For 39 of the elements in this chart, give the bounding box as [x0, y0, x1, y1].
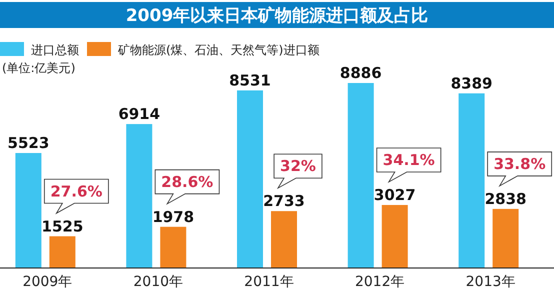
annotation: 32%	[280, 157, 316, 176]
data-label: 8531	[229, 71, 271, 90]
data-label: 1525	[42, 217, 84, 236]
callout: 32%	[274, 154, 322, 190]
annotation: 28.6%	[161, 172, 214, 191]
chart-title: 2009年以来日本矿物能源进口额及占比	[126, 6, 428, 26]
x-tick-label: 2013年	[466, 274, 516, 290]
x-tick-label: 2009年	[22, 274, 72, 290]
bar	[237, 90, 263, 268]
legend-label: 矿物能源(煤、石油、天然气等)进口额	[117, 43, 320, 57]
callout: 34.1%	[376, 148, 442, 184]
x-tick-label: 2011年	[244, 274, 294, 290]
bar	[348, 83, 374, 268]
text: (单位:亿美元)	[2, 61, 76, 75]
x-tick-label: 2010年	[133, 274, 184, 290]
annotation: 33.8%	[494, 154, 546, 173]
bar	[492, 208, 519, 268]
data-label: 1978	[152, 208, 194, 226]
callout: 28.6%	[154, 169, 220, 205]
bar	[126, 124, 152, 268]
data-label: 2733	[263, 192, 305, 210]
callout: 33.8%	[487, 152, 552, 187]
annotation: 27.6%	[50, 182, 102, 200]
x-tick-label: 2012年	[354, 274, 405, 290]
bar	[49, 236, 76, 268]
data-label: 2838	[484, 190, 526, 208]
legend-label: 进口总额	[31, 43, 79, 57]
data-label: 8389	[450, 74, 492, 92]
data-label: 5523	[8, 134, 50, 152]
bar	[271, 211, 297, 268]
data-label: 8886	[340, 64, 382, 82]
data-label: 6914	[118, 105, 160, 124]
bar	[382, 204, 408, 268]
callout: 27.6%	[44, 178, 109, 214]
bar	[160, 226, 186, 268]
data-label: 3027	[374, 186, 416, 204]
bar	[458, 93, 485, 268]
bar	[15, 153, 42, 268]
annotation: 34.1%	[382, 150, 435, 169]
